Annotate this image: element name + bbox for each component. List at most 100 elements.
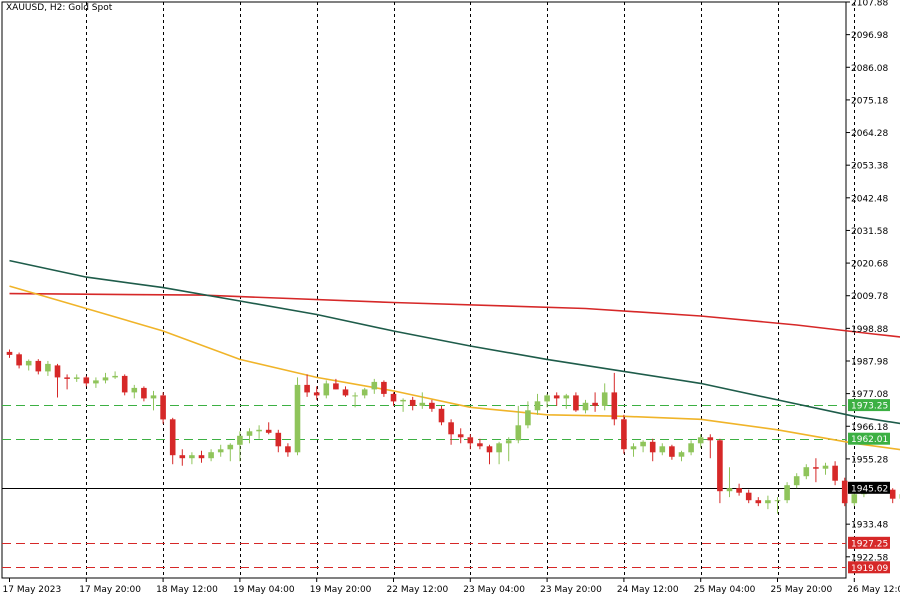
y-tick-label: 2020.68 [851,260,888,270]
candle-body [525,410,531,425]
candle-body [573,395,579,410]
candle-body [381,382,387,394]
candle-body [813,467,819,469]
y-tick-label: 1933.48 [851,521,888,531]
candle-body [228,445,234,450]
candle-body [784,485,790,500]
candle-body [93,380,99,383]
candle-body [343,389,349,395]
candle-body [170,419,176,455]
candle-body [496,443,502,452]
candle-body [583,403,589,411]
candle-body [266,430,272,433]
level-price-label: 1927.25 [851,539,888,549]
candle-body [36,361,42,372]
candle-body [717,440,723,491]
candle-body [103,377,109,380]
x-tick-label: 17 May 20:00 [79,585,141,595]
candle-body [832,466,838,481]
x-tick-label: 25 May 20:00 [771,585,833,595]
x-tick-label: 19 May 20:00 [310,585,372,595]
candle-body [112,376,118,378]
candle-body [487,446,493,452]
candle-body [362,389,368,395]
y-tick-label: 2075.18 [851,96,888,106]
y-tick-label: 1987.98 [851,357,888,367]
candle-body [746,493,752,501]
symbol-label: XAUUSD, H2: Gold Spot [6,3,112,13]
candle-body [218,449,224,452]
x-tick-label: 24 May 12:00 [617,585,679,595]
candle-body [333,383,339,389]
candle-body [612,392,618,419]
candle-body [554,395,560,398]
candle-body [391,394,397,402]
y-tick-label: 1998.88 [851,325,888,335]
candle-body [727,488,733,491]
candle-body [890,490,896,499]
y-tick-label: 2053.38 [851,162,888,172]
y-tick-label: 1977.08 [851,390,888,400]
candle-body [26,361,32,366]
candle-body [698,437,704,443]
candle-body [199,455,205,458]
candle-body [775,500,781,501]
candle-body [516,425,522,440]
candle-body [842,481,848,504]
candle-body [564,395,570,398]
candle-body [304,385,310,393]
candle-body [660,446,666,452]
y-tick-label: 2042.48 [851,194,888,204]
candle-body [295,385,301,452]
candle-body [468,437,474,443]
y-tick-label: 1955.28 [851,455,888,465]
candle-body [84,377,90,383]
y-tick-label: 2031.58 [851,227,888,237]
y-tick-label: 2064.28 [851,129,888,139]
candle-body [45,364,51,372]
y-tick-label: 1966.18 [851,423,888,433]
x-tick-label: 26 May 12:00 [847,585,900,595]
candle-body [621,419,627,449]
candle-body [506,440,512,443]
candle-body [256,430,262,432]
y-tick-label: 2009.78 [851,292,888,302]
x-tick-label: 23 May 04:00 [463,585,525,595]
candle-body [804,467,810,476]
candle-body [765,500,771,503]
candle-body [237,436,243,445]
candle-body [439,409,445,423]
candle-body [602,392,608,406]
candle-body [372,382,378,390]
candle-body [314,392,320,395]
level-price-label: 1962.01 [851,435,888,445]
candle-body [7,352,13,355]
candle-body [429,403,435,409]
candle-body [400,400,406,402]
candle-body [688,443,694,452]
candle-body [410,400,416,406]
level-price-label: 1919.09 [851,564,888,574]
candle-body [592,403,598,406]
candle-body [247,431,253,436]
candle-body [189,455,195,458]
y-tick-label: 2096.98 [851,31,888,41]
candle-body [420,403,426,406]
candle-body [132,388,138,393]
x-tick-label: 23 May 20:00 [540,585,602,595]
candle-body [160,395,166,419]
x-tick-label: 25 May 04:00 [694,585,756,595]
candle-body [448,422,454,434]
candle-body [823,466,829,469]
candle-body [736,488,742,493]
candle-body [16,354,22,365]
x-tick-label: 18 May 12:00 [156,585,218,595]
candle-body [679,452,685,457]
candle-body [794,476,800,485]
candle-body [544,395,550,401]
candle-body [535,401,541,410]
candle-body [756,500,762,503]
candle-body [640,442,646,447]
